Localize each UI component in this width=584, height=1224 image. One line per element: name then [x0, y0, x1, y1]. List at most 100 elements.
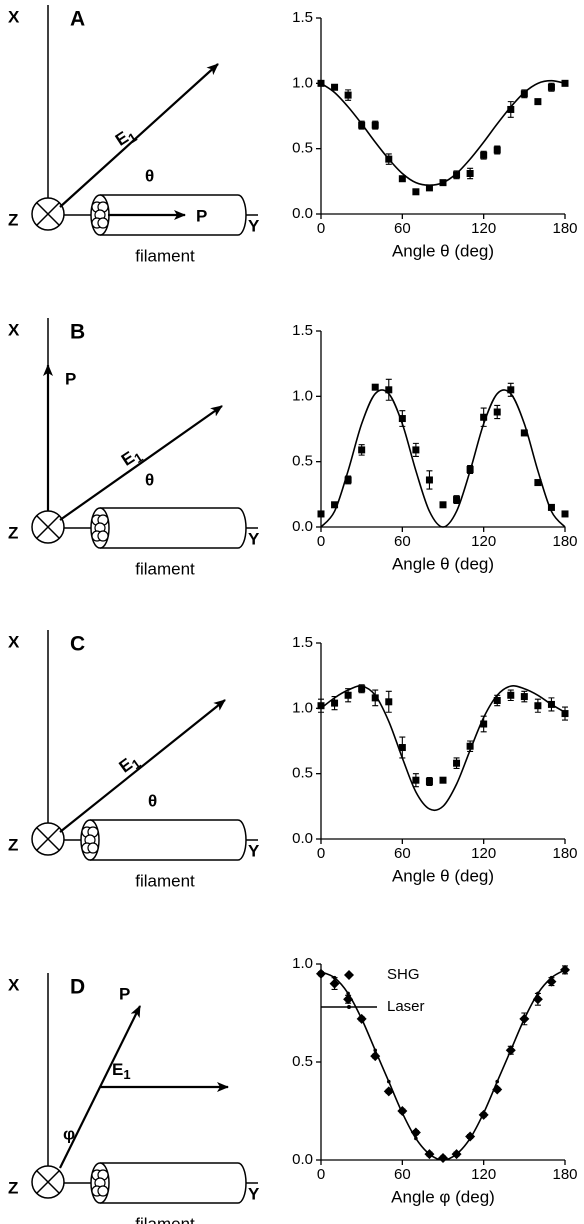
filament-body — [100, 507, 247, 549]
data-point — [425, 476, 433, 484]
axis-name: Z — [8, 1178, 18, 1197]
data-point — [358, 446, 366, 454]
data-point — [507, 105, 515, 113]
data-point — [439, 501, 447, 509]
data-point — [317, 510, 325, 518]
y-tick-label: 0.0 — [292, 518, 313, 535]
fibril — [97, 530, 109, 542]
y-tick-label: 0.5 — [292, 453, 313, 470]
data-point — [549, 975, 554, 980]
data-point — [331, 699, 339, 707]
data-point — [385, 386, 393, 394]
data-point — [412, 776, 420, 784]
data-point — [414, 1136, 418, 1141]
x-axis-label: Angle θ (deg) — [392, 241, 494, 260]
data-point — [493, 146, 501, 154]
data-point — [561, 710, 569, 718]
data-point — [400, 1111, 405, 1115]
data-point — [547, 83, 555, 91]
x-tick-label: 60 — [394, 533, 411, 550]
x-axis-label: Angle θ (deg) — [392, 554, 494, 573]
legend-marker — [347, 1005, 351, 1009]
axis-name: Y — [248, 841, 260, 860]
data-point — [412, 188, 420, 196]
data-point — [547, 503, 555, 511]
data-point — [398, 175, 406, 183]
data-point — [425, 778, 433, 786]
data-point — [319, 970, 323, 974]
data-point — [508, 1048, 513, 1053]
x-tick-label: 60 — [394, 1166, 411, 1183]
x-tick-label: 0 — [317, 533, 325, 550]
filament-body — [100, 1162, 247, 1204]
data-point — [466, 169, 474, 177]
axis-name: Y — [248, 216, 260, 235]
data-point — [522, 1017, 527, 1021]
fit-line — [320, 969, 566, 1161]
data-point — [412, 446, 420, 454]
y-tick-label: 0.0 — [292, 830, 313, 847]
data-point — [480, 151, 488, 159]
data-point — [371, 694, 379, 702]
x-axis-label: Angle φ (deg) — [391, 1187, 495, 1206]
filament-body — [90, 819, 247, 861]
fibril — [97, 1185, 109, 1197]
x-tick-label: 60 — [394, 845, 411, 862]
y-tick-label: 1.0 — [292, 387, 313, 404]
object-label: filament — [135, 559, 195, 578]
data-point — [507, 691, 515, 699]
x-tick-label: 120 — [471, 220, 496, 237]
data-point — [534, 98, 542, 106]
y-tick-label: 0.5 — [292, 140, 313, 157]
angle-label: θ — [145, 470, 154, 489]
x-tick-label: 60 — [394, 220, 411, 237]
y-tick-label: 0.5 — [292, 765, 313, 782]
data-point — [520, 90, 528, 98]
data-point — [534, 702, 542, 710]
angle-label: θ — [145, 166, 154, 185]
angle-label: θ — [148, 791, 157, 810]
z-cross — [36, 1170, 60, 1194]
x-tick-label: 0 — [317, 220, 325, 237]
field-arrow — [59, 63, 219, 208]
data-point — [398, 744, 406, 752]
data-point — [370, 1051, 381, 1062]
data-point — [481, 1111, 486, 1115]
object-label: filament — [135, 871, 195, 890]
x-tick-label: 180 — [552, 220, 577, 237]
y-tick-label: 1.0 — [292, 955, 313, 972]
data-point — [536, 991, 540, 996]
y-tick-label: 1.5 — [292, 322, 313, 339]
z-cross — [36, 515, 60, 539]
data-point — [520, 429, 528, 437]
field-symbol: E — [112, 1060, 123, 1079]
axis-name: Z — [8, 835, 18, 854]
z-cross — [36, 202, 60, 226]
polarization-arrow — [59, 1005, 141, 1169]
axis-name: X — [8, 975, 20, 994]
data-point — [453, 759, 461, 767]
panel-letter: B — [70, 321, 85, 344]
data-point — [493, 696, 501, 704]
fibril — [97, 217, 109, 229]
legend-label: SHG — [387, 966, 420, 983]
data-point — [495, 1079, 500, 1084]
panel-letter: A — [70, 8, 85, 31]
panel-letter: C — [70, 633, 85, 656]
field-arrow — [59, 699, 226, 833]
data-point — [439, 776, 447, 784]
data-point — [480, 720, 488, 728]
polarization-label: P — [196, 206, 207, 225]
data-point — [317, 702, 325, 710]
data-point — [371, 121, 379, 129]
axis-name: X — [8, 320, 20, 339]
object-label: filament — [135, 246, 195, 265]
y-tick-label: 0.0 — [292, 205, 313, 222]
data-point — [466, 742, 474, 750]
data-point — [358, 685, 366, 693]
x-tick-label: 180 — [552, 1166, 577, 1183]
